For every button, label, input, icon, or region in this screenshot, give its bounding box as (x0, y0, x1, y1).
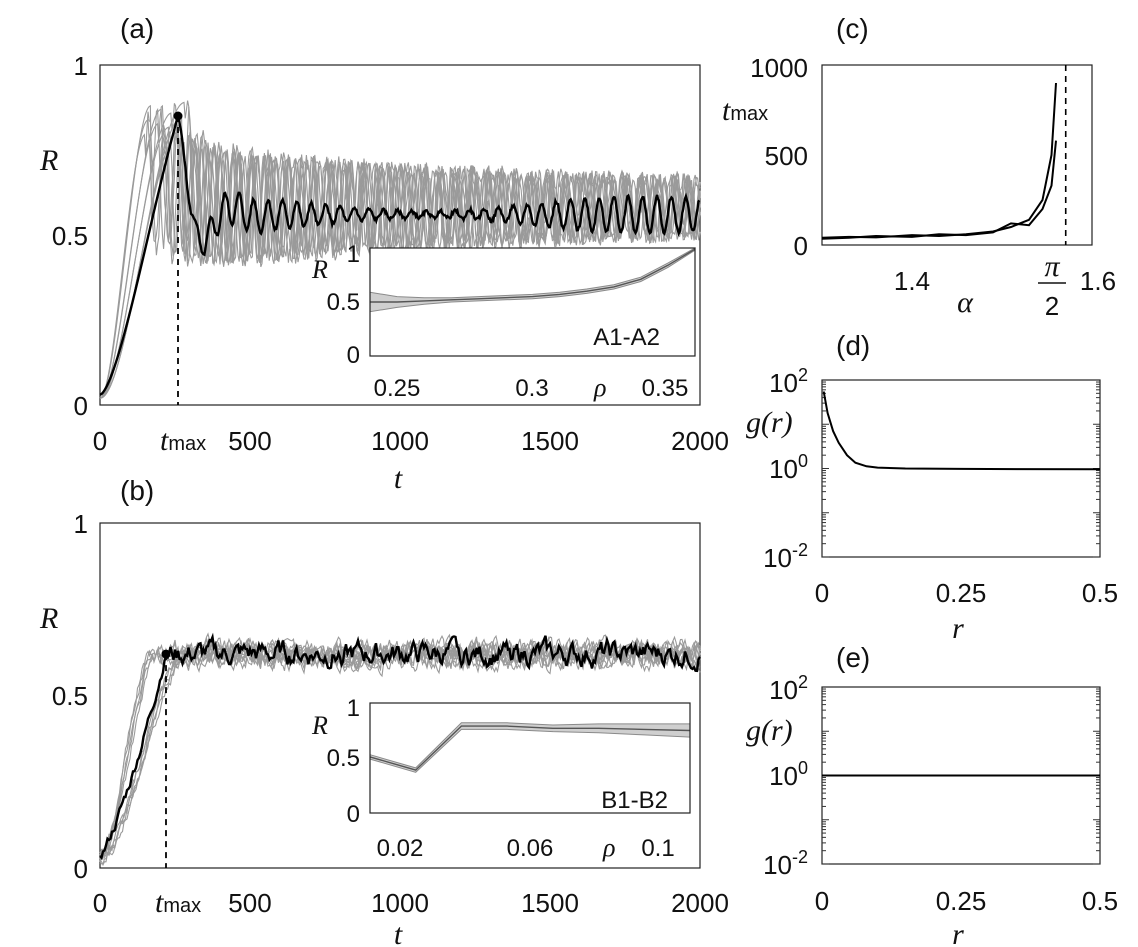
panel-b-inset-xtick-0: 0.02 (377, 835, 424, 862)
panel-b-xtick-4: 2000 (671, 888, 729, 918)
panel-b-tmax-marker (161, 649, 171, 659)
panel-d-ytick-1: 100 (769, 451, 808, 484)
panel-a-xlabel: t (394, 462, 403, 495)
panel-a-inset-mean-line (370, 248, 696, 303)
panel-b-xtick-3: 1500 (521, 888, 579, 918)
panel-d-xtick-2: 0.5 (1082, 578, 1118, 608)
panel-a-yticks: 0 0.5 1 (52, 51, 88, 421)
panel-b-xticks: 0 500 1000 1500 2000 (93, 888, 729, 918)
panel-a-inset-xtick-2: 0.35 (642, 375, 689, 402)
panel-b-inset-label: B1-B2 (601, 787, 668, 814)
panel-e-ytick-1: 100 (769, 758, 808, 791)
panel-a-inset-ylabel: R (311, 255, 328, 284)
panel-c-curve-1 (821, 82, 1057, 239)
panel-a-inset-xtick-0: 0.25 (374, 375, 421, 402)
panel-a-tmax-label: tmax (160, 424, 206, 457)
panel-b-inset-mean-line (369, 725, 691, 771)
panel-a-inset-ytick-1: 0.5 (327, 289, 360, 316)
panel-b-xtick-0: 0 (93, 888, 107, 918)
panel-c-ytick-0: 0 (794, 231, 808, 261)
panel-c-ytick-2: 1000 (750, 53, 808, 83)
panel-c-pi-numerator: π (1044, 250, 1060, 283)
panel-a-xtick-0: 0 (93, 426, 107, 456)
panel-a-xtick-4: 2000 (671, 426, 729, 456)
panel-b-inset: 0 0.5 1 0.02 0.06 0.1 ρ R B1-B2 (311, 695, 691, 862)
panel-e: (e) 102 100 10-2 0 0.25 0.5 r g(r) (746, 642, 1118, 947)
panel-c-label: (c) (836, 13, 869, 44)
panel-e-xtick-2: 0.5 (1082, 886, 1118, 916)
panel-a-xtick-1: 500 (228, 426, 271, 456)
panel-e-ylabel: g(r) (746, 714, 793, 747)
panel-a-tmax-marker (173, 111, 183, 121)
panel-a-ylabel: R (39, 144, 58, 177)
panel-c-xtick-1: 1.6 (1080, 266, 1116, 296)
panel-e-xlabel: r (952, 918, 964, 947)
panel-a-highlighted-line (99, 115, 701, 396)
panel-b-ytick-2: 1 (74, 509, 88, 539)
panel-a-inset-label: A1-A2 (593, 324, 660, 351)
panel-a: (a) 0 0.5 1 0 500 1000 1500 2000 t R tma… (39, 13, 729, 495)
panel-b-xtick-2: 1000 (371, 888, 429, 918)
panel-e-label: (e) (836, 642, 870, 673)
panel-c-frame (821, 64, 1093, 246)
panel-b-tmax-label: tmax (155, 886, 201, 919)
panel-e-ytick-0: 102 (769, 672, 808, 705)
panel-d-xtick-0: 0 (815, 578, 829, 608)
panel-b-ytick-1: 0.5 (52, 681, 88, 711)
panel-d-curve (822, 391, 1101, 471)
panel-e-xtick-0: 0 (815, 886, 829, 916)
panel-b-ytick-0: 0 (74, 854, 88, 884)
panel-b-xtick-1: 500 (228, 888, 271, 918)
panel-d-ylabel: g(r) (746, 406, 793, 439)
panel-a-ytick-1: 0.5 (52, 221, 88, 251)
panel-a-ytick-2: 1 (74, 51, 88, 81)
panel-d-ytick-2: 10-2 (763, 540, 808, 573)
panel-a-inset: 0 0.5 1 0.25 0.3 0.35 ρ R A1-A2 (311, 241, 696, 402)
panel-c-xtick-0: 1.4 (894, 266, 930, 296)
panel-b-inset-ytick-0: 0 (347, 801, 360, 828)
panel-c-pi-denominator: 2 (1045, 291, 1059, 321)
panel-a-inset-ytick-2: 1 (347, 241, 360, 268)
panel-a-inset-xtick-1: 0.3 (515, 375, 548, 402)
panel-b-inset-xlabel: ρ (602, 833, 615, 862)
panel-e-xtick-1: 0.25 (936, 886, 987, 916)
panel-d-xtick-1: 0.25 (936, 578, 987, 608)
panel-a-ensemble-line (99, 104, 701, 399)
panel-b-frame (99, 522, 701, 869)
panel-c-pi-half-label: π 2 (1038, 250, 1066, 321)
panel-b: (b) 0 0.5 1 0 500 1000 1500 2000 t R tma… (39, 475, 729, 947)
panel-d-label: (d) (836, 330, 870, 361)
panel-a-xtick-3: 1500 (521, 426, 579, 456)
panel-d: (d) 102 100 10-2 0 0.25 0.5 r g(r) (746, 330, 1118, 645)
panel-b-inset-xtick-2: 0.1 (641, 835, 674, 862)
panel-b-label: (b) (120, 475, 154, 506)
panel-b-highlighted-line (99, 632, 702, 861)
panel-a-ensemble-line (99, 111, 701, 399)
panel-a-label: (a) (120, 13, 154, 44)
panel-a-xticks: 0 500 1000 1500 2000 (93, 426, 729, 456)
panel-d-minor-ticks (822, 381, 1100, 558)
panel-c-curve-2 (821, 140, 1057, 240)
panel-b-xlabel: t (394, 918, 403, 947)
panel-b-inset-ytick-2: 1 (347, 695, 360, 722)
panel-a-xtick-2: 1000 (371, 426, 429, 456)
panel-c-ytick-1: 500 (765, 141, 808, 171)
panel-b-inset-ytick-1: 0.5 (327, 745, 360, 772)
panel-a-inset-ytick-0: 0 (347, 342, 360, 369)
panel-a-ytick-0: 0 (74, 391, 88, 421)
panel-b-inset-xtick-1: 0.06 (507, 835, 554, 862)
panel-c-xlabel: α (957, 286, 974, 319)
panel-d-xlabel: r (952, 612, 964, 645)
panel-e-ytick-2: 10-2 (763, 847, 808, 880)
panel-c: (c) 0 500 1000 1.4 1.6 α tmax π 2 (722, 13, 1116, 321)
panel-b-ylabel: R (39, 602, 58, 635)
panel-e-minor-ticks (822, 688, 1100, 865)
panel-b-inset-ylabel: R (311, 711, 328, 740)
panel-d-ytick-0: 102 (769, 365, 808, 398)
panel-a-inset-xlabel: ρ (593, 373, 606, 402)
panel-b-yticks: 0 0.5 1 (52, 509, 88, 884)
panel-c-ylabel: tmax (722, 94, 768, 127)
